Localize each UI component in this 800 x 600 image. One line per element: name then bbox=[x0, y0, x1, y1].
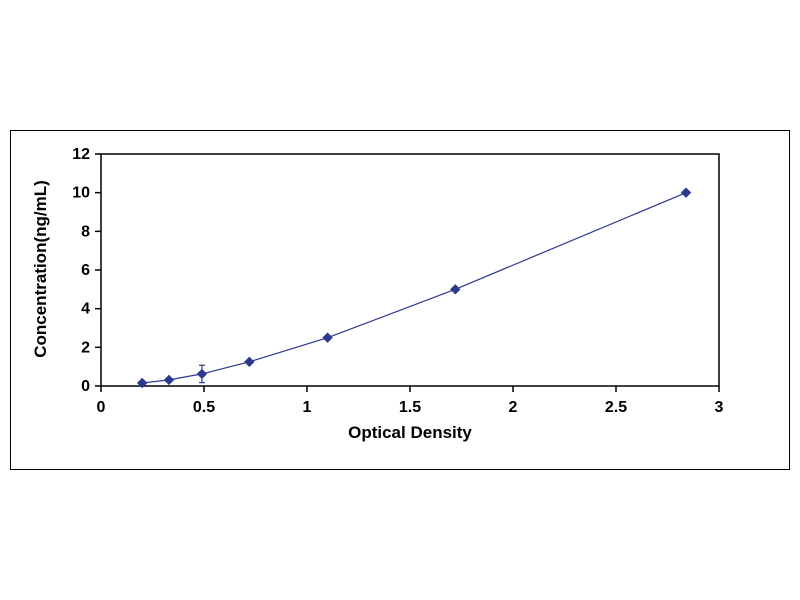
y-axis-label: Concentration(ng/mL) bbox=[31, 180, 50, 358]
data-point-marker bbox=[244, 356, 255, 368]
x-axis-label: Optical Density bbox=[348, 423, 472, 442]
chart-plot-area: 0 0.5 1 1.5 2 2.5 3 0 2 4 6 8 10 12 bbox=[72, 146, 724, 416]
x-tick-label: 2.5 bbox=[605, 399, 627, 416]
x-tick-label: 0.5 bbox=[193, 399, 215, 416]
x-tick-label: 1.5 bbox=[399, 399, 421, 416]
data-point-marker bbox=[450, 284, 461, 295]
x-tick-label: 1 bbox=[303, 399, 312, 416]
y-tick-label: 10 bbox=[72, 185, 90, 202]
series-line bbox=[142, 192, 687, 384]
y-tick-label: 8 bbox=[81, 223, 90, 240]
data-point-marker bbox=[322, 332, 333, 343]
data-point-marker bbox=[196, 368, 208, 380]
x-tick-label: 3 bbox=[715, 399, 724, 416]
data-point-marker bbox=[136, 377, 148, 389]
data-point-marker bbox=[163, 374, 175, 386]
y-tick-label: 6 bbox=[81, 262, 90, 279]
y-tick-label: 2 bbox=[81, 339, 90, 356]
y-tick-label: 12 bbox=[72, 146, 90, 163]
plot-frame bbox=[100, 153, 720, 387]
standard-curve-chart: 0 0.5 1 1.5 2 2.5 3 0 2 4 6 8 10 12 Optical Density C… bbox=[10, 130, 790, 470]
y-tick-label: 0 bbox=[81, 378, 90, 395]
x-tick-label: 0 bbox=[97, 399, 106, 416]
y-tick-label: 4 bbox=[81, 301, 90, 318]
x-tick-label: 2 bbox=[509, 399, 518, 416]
data-point-marker bbox=[680, 187, 692, 198]
